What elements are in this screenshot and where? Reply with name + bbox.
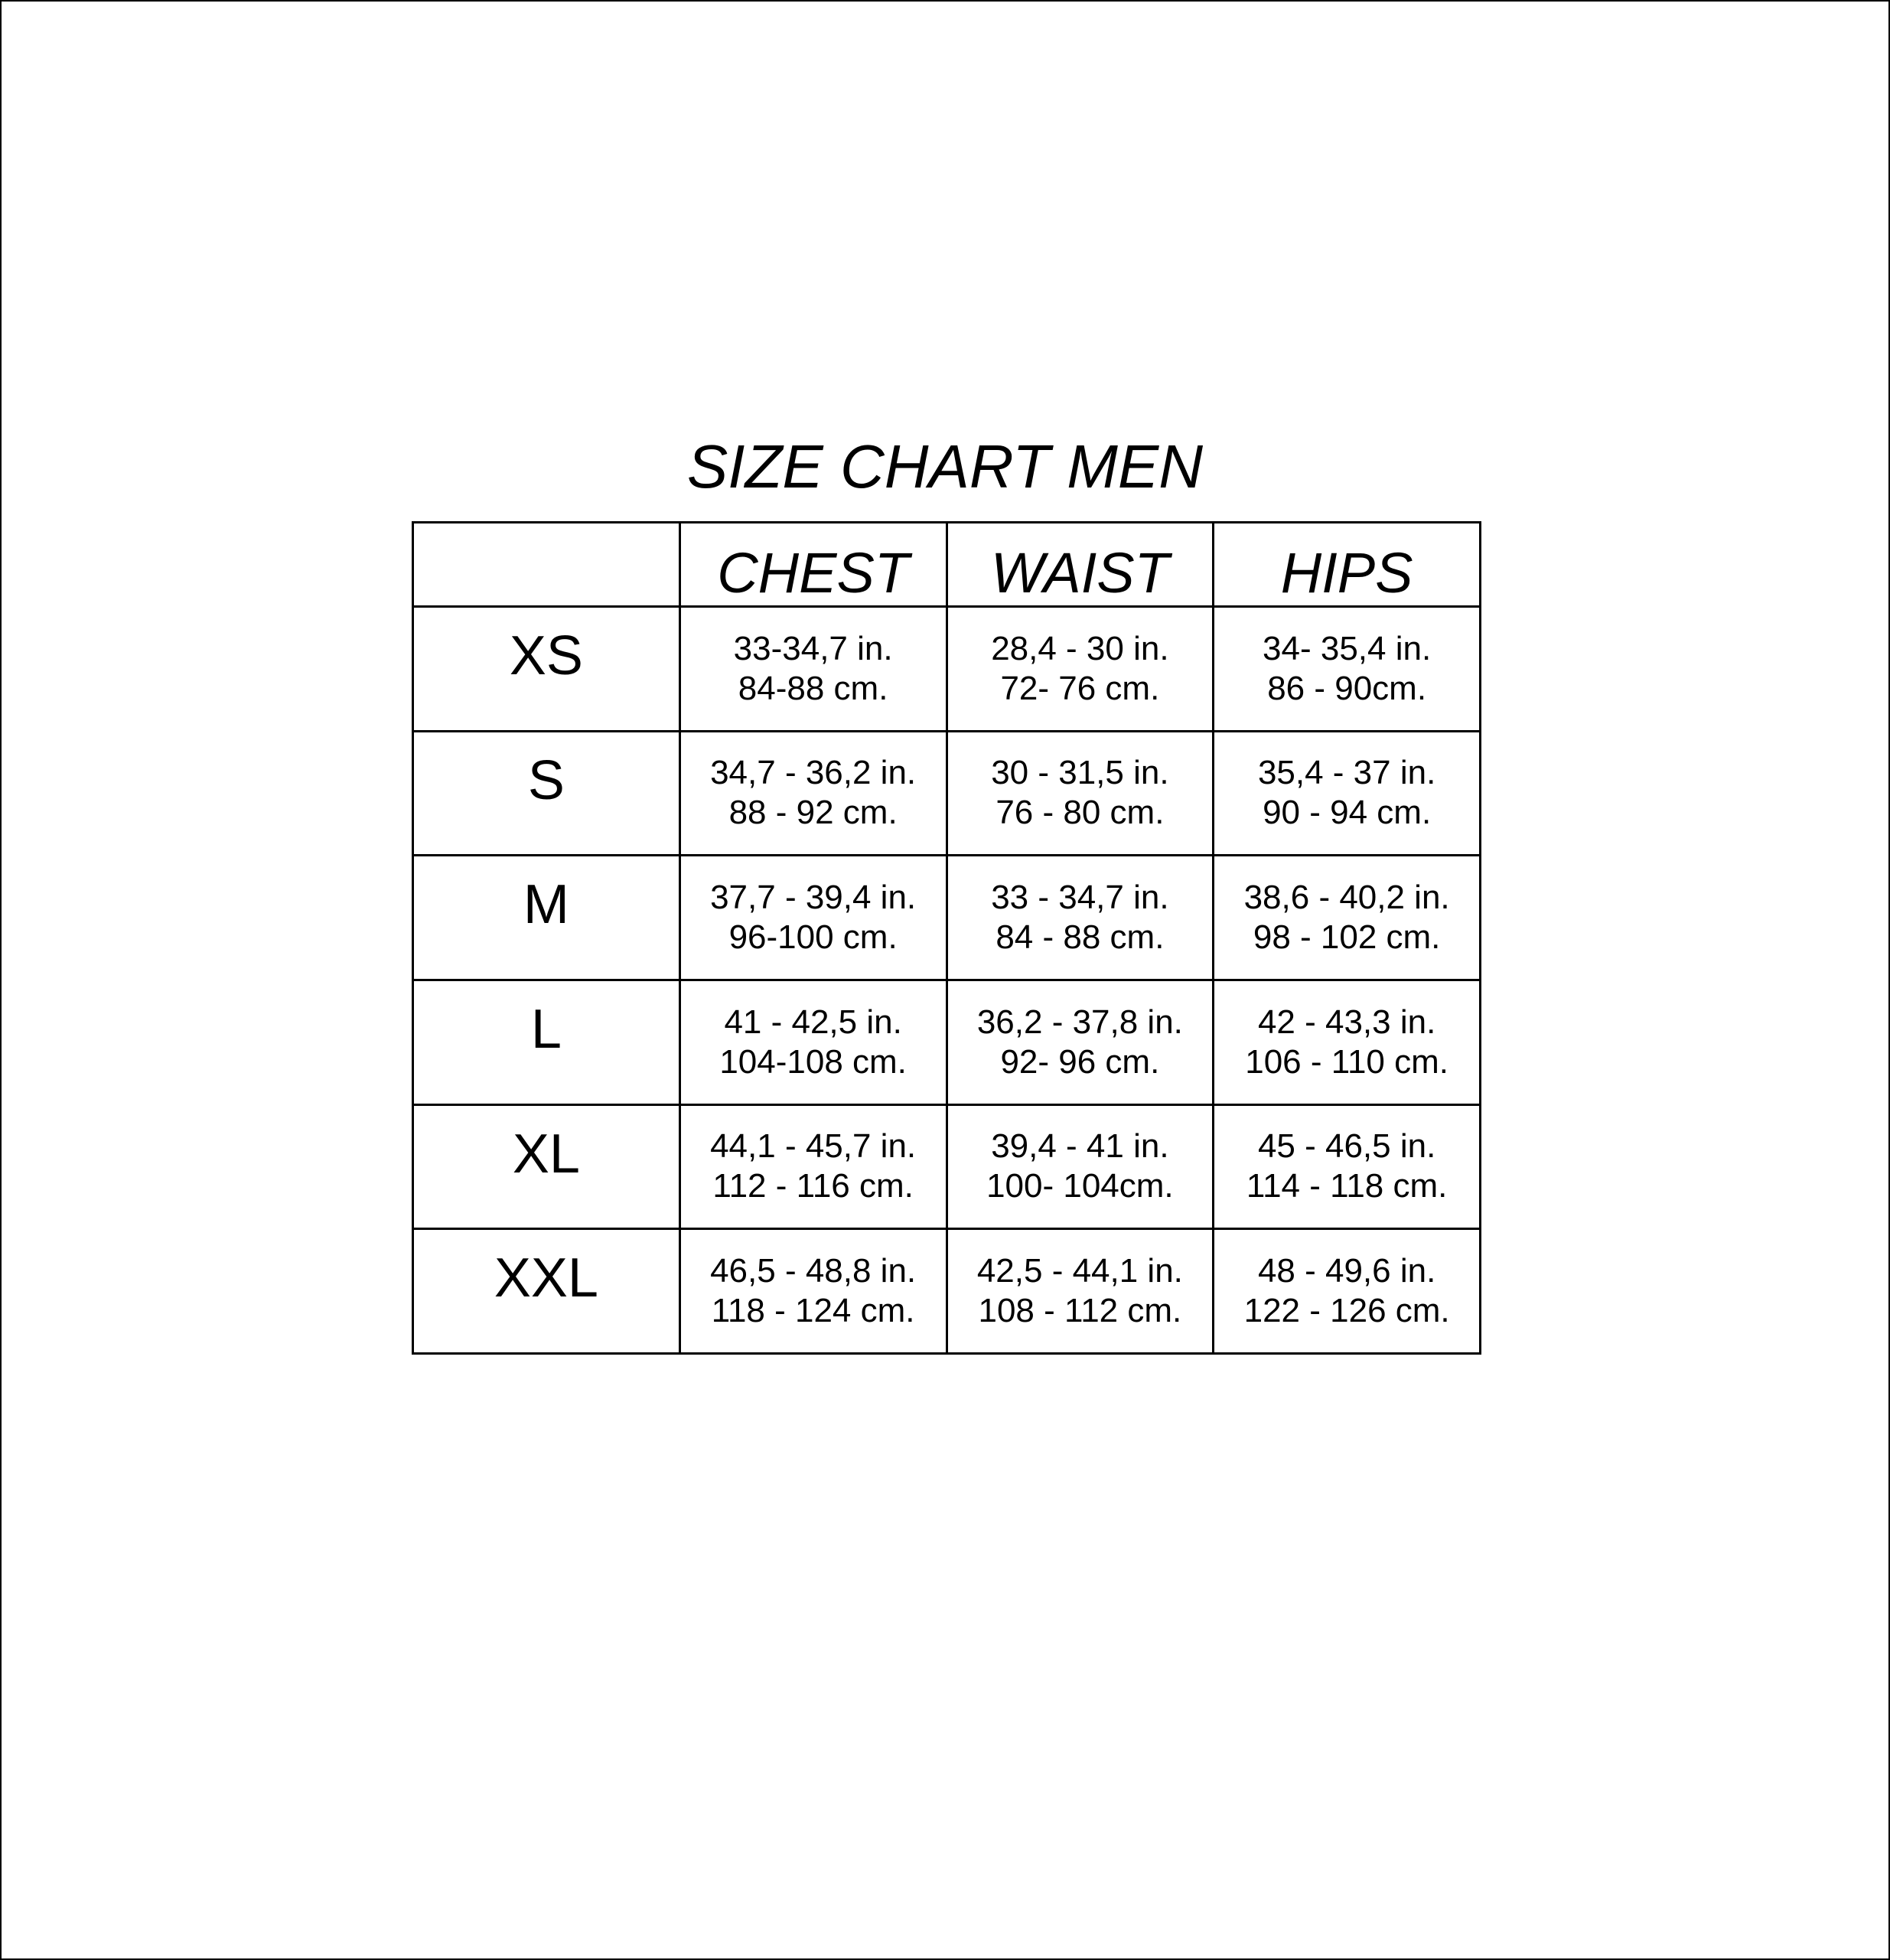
waist-inches: 30 - 31,5 in. (991, 754, 1169, 792)
chest-inches: 37,7 - 39,4 in. (710, 879, 917, 917)
waist-cm: 100- 104cm. (986, 1167, 1174, 1205)
chest-inches: 44,1 - 45,7 in. (710, 1127, 917, 1166)
waist-cell: 36,2 - 37,8 in. 92- 96 cm. (945, 978, 1215, 1106)
page-title: SIZE CHART MEN (686, 432, 1204, 501)
waist-cm: 84 - 88 cm. (996, 918, 1165, 957)
chest-cell: 46,5 - 48,8 in. 118 - 124 cm. (678, 1228, 948, 1355)
hips-inches: 48 - 49,6 in. (1257, 1252, 1436, 1290)
chest-inches: 46,5 - 48,8 in. (710, 1252, 917, 1290)
chest-cm: 112 - 116 cm. (712, 1167, 914, 1205)
hips-inches: 45 - 46,5 in. (1257, 1127, 1436, 1166)
table-row: L 41 - 42,5 in. 104-108 cm. 36,2 - 37,8 in.… (412, 978, 1481, 1106)
waist-cell: 30 - 31,5 in. 76 - 80 cm. (945, 729, 1215, 857)
hips-inches: 42 - 43,3 in. (1257, 1003, 1436, 1041)
table-row: XXL 46,5 - 48,8 in. 118 - 124 cm. 42,5 - 44… (412, 1228, 1481, 1355)
hips-cm: 114 - 118 cm. (1246, 1167, 1448, 1205)
waist-inches: 28,4 - 30 in. (991, 629, 1169, 667)
waist-cm: 76 - 80 cm. (996, 794, 1165, 832)
hips-cell: 45 - 46,5 in. 114 - 118 cm. (1212, 1103, 1481, 1231)
hips-inches: 38,6 - 40,2 in. (1243, 879, 1450, 917)
table-row: XL 44,1 - 45,7 in. 112 - 116 cm. 39,4 - 41 … (412, 1103, 1481, 1231)
hips-cm: 106 - 110 cm. (1245, 1042, 1448, 1081)
table-row: M 37,7 - 39,4 in. 96-100 cm. 33 - 34,7 in. 8… (412, 854, 1481, 981)
chest-cm: 96-100 cm. (728, 918, 898, 957)
hips-inches: 35,4 - 37 in. (1257, 754, 1436, 792)
size-label: L (412, 978, 681, 1106)
waist-inches: 39,4 - 41 in. (991, 1127, 1169, 1166)
waist-cell: 28,4 - 30 in. 72- 76 cm. (945, 605, 1215, 732)
waist-inches: 33 - 34,7 in. (991, 879, 1169, 917)
chest-cm: 88 - 92 cm. (728, 794, 898, 832)
chest-cell: 41 - 42,5 in. 104-108 cm. (678, 978, 948, 1106)
hips-cm: 122 - 126 cm. (1243, 1292, 1450, 1330)
chest-cm: 118 - 124 cm. (711, 1292, 915, 1330)
hips-cell: 35,4 - 37 in. 90 - 94 cm. (1212, 729, 1481, 857)
size-chart-table: CHEST WAIST HIPS XS 33-34,7 in. 84-88 cm. 2… (412, 521, 1481, 1355)
header-empty (412, 521, 681, 608)
hips-cell: 38,6 - 40,2 in. 98 - 102 cm. (1212, 854, 1481, 981)
table-row: XS 33-34,7 in. 84-88 cm. 28,4 - 30 in. 72- 7… (412, 605, 1481, 732)
chest-inches: 34,7 - 36,2 in. (710, 754, 917, 792)
chest-cm: 84-88 cm. (738, 669, 888, 707)
chest-cell: 37,7 - 39,4 in. 96-100 cm. (678, 854, 948, 981)
waist-inches: 36,2 - 37,8 in. (976, 1003, 1183, 1041)
header-row: CHEST WAIST HIPS (412, 521, 1481, 608)
table-row: S 34,7 - 36,2 in. 88 - 92 cm. 30 - 31,5 in.… (412, 729, 1481, 857)
hips-cm: 98 - 102 cm. (1253, 918, 1441, 957)
chest-cell: 33-34,7 in. 84-88 cm. (678, 605, 948, 732)
chest-inches: 33-34,7 in. (733, 629, 893, 667)
hips-cell: 42 - 43,3 in. 106 - 110 cm. (1212, 978, 1481, 1106)
header-hips: HIPS (1212, 521, 1481, 608)
size-label: S (412, 729, 681, 857)
waist-cell: 42,5 - 44,1 in. 108 - 112 cm. (945, 1228, 1215, 1355)
chest-inches: 41 - 42,5 in. (724, 1003, 902, 1041)
size-label: XL (412, 1103, 681, 1231)
waist-inches: 42,5 - 44,1 in. (976, 1252, 1183, 1290)
waist-cm: 92- 96 cm. (1000, 1042, 1160, 1081)
hips-inches: 34- 35,4 in. (1263, 629, 1432, 667)
size-label: XS (412, 605, 681, 732)
header-waist: WAIST (945, 521, 1215, 608)
size-label: M (412, 854, 681, 981)
chest-cell: 44,1 - 45,7 in. 112 - 116 cm. (678, 1103, 948, 1231)
size-label: XXL (412, 1228, 681, 1355)
hips-cm: 86 - 90cm. (1267, 669, 1427, 707)
hips-cell: 48 - 49,6 in. 122 - 126 cm. (1212, 1228, 1481, 1355)
waist-cm: 72- 76 cm. (1000, 669, 1160, 707)
chest-cm: 104-108 cm. (719, 1042, 907, 1081)
waist-cell: 33 - 34,7 in. 84 - 88 cm. (945, 854, 1215, 981)
waist-cm: 108 - 112 cm. (978, 1292, 1182, 1330)
header-chest: CHEST (678, 521, 948, 608)
hips-cm: 90 - 94 cm. (1263, 794, 1432, 832)
waist-cell: 39,4 - 41 in. 100- 104cm. (945, 1103, 1215, 1231)
chest-cell: 34,7 - 36,2 in. 88 - 92 cm. (678, 729, 948, 857)
hips-cell: 34- 35,4 in. 86 - 90cm. (1212, 605, 1481, 732)
